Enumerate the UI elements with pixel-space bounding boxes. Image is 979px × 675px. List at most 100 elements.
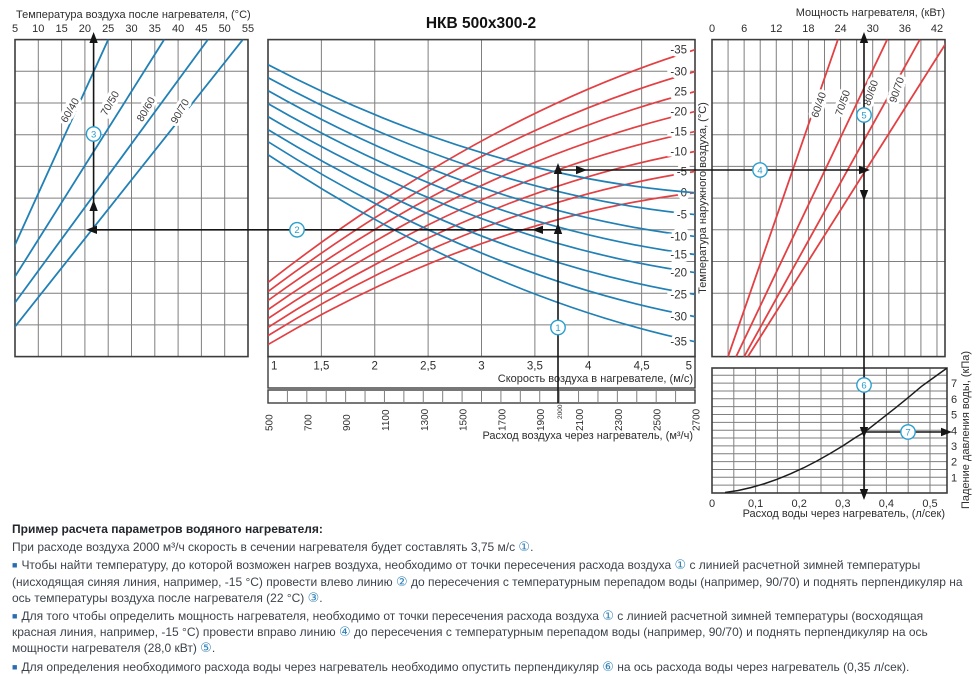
construction-arrowheads — [86, 32, 952, 500]
flow-tick-label: 500 — [265, 414, 276, 431]
blue-curve-0 — [268, 63, 695, 194]
blue-curve--35 — [268, 153, 695, 343]
red-curve-label: 25 — [674, 86, 687, 98]
regime-line-60/40 — [727, 39, 839, 357]
svg-text:5: 5 — [861, 110, 866, 121]
outdoor-temp-axis-title: Температура наружного воздуха, (°C) — [697, 102, 709, 294]
svg-text:6: 6 — [861, 380, 866, 391]
red-curve-label: -30 — [670, 66, 687, 78]
flow-tick-label: 2300 — [614, 408, 625, 431]
arrowhead-right — [859, 165, 870, 175]
arrowhead-right — [576, 165, 587, 175]
panel-grid-after-temp — [14, 38, 249, 358]
blue-curve-label: -35 — [670, 337, 687, 349]
tick-label: 15 — [55, 23, 67, 35]
step-marker-1: 1 — [550, 319, 566, 336]
speed-tick-label: 1 — [271, 361, 277, 373]
tick-label: 55 — [242, 23, 254, 35]
after-temp-ticks: 5 10 15 20 25 30 35 40 45 50 55 — [12, 23, 254, 35]
pressure-tick-label: 3 — [951, 441, 957, 453]
regime-label-90/70: 90/70 — [887, 75, 907, 104]
pressure-tick-label: 7 — [951, 378, 957, 390]
water-flow-tick-label: 0,4 — [879, 498, 894, 510]
blue-curve-label: -10 — [670, 231, 687, 243]
calculation-example-text: Пример расчета параметров водяного нагре… — [12, 521, 970, 675]
pressure-tick-label: 5 — [951, 410, 957, 422]
panel-grid-main — [267, 38, 696, 358]
flow-tick-label: 1300 — [420, 408, 431, 431]
page-title: НКВ 500x300-2 — [426, 15, 536, 32]
svg-text:2: 2 — [294, 225, 299, 236]
flow-tick-label: 1900 — [536, 408, 547, 431]
speed-tick-label: 5 — [686, 361, 692, 373]
flow-ruler — [267, 389, 696, 404]
regime-line-70/50 — [15, 39, 165, 279]
step-marker-5: 5 — [856, 107, 872, 123]
bullet-icon: ■ — [12, 560, 18, 571]
red-curve-25 — [268, 90, 695, 302]
tick-label: 18 — [802, 23, 814, 35]
after-temp-line-labels: 60/40 70/50 80/60 90/70 — [56, 86, 196, 129]
blue-curve--5 — [268, 76, 695, 216]
speed-tick-label: 3 — [478, 361, 484, 373]
red-curve--15 — [268, 130, 695, 320]
blue-curve-label: -20 — [670, 267, 687, 279]
arrowhead-left — [86, 225, 97, 234]
bullet-icon: ■ — [12, 611, 18, 622]
tick-label: 5 — [12, 23, 18, 35]
flow-tick-label: 2100 — [575, 408, 586, 431]
blue-curve--30 — [268, 140, 695, 318]
step-marker-3: 3 — [85, 126, 102, 142]
blue-curve-labels: -5 -10 -15 -20 -25 -30 -35 — [667, 206, 691, 352]
tick-label: 25 — [102, 23, 114, 35]
power-ticks: 0 6 12 18 24 30 36 42 — [709, 23, 943, 35]
red-curve-label: -5 — [677, 166, 687, 178]
blue-curves — [268, 63, 695, 343]
construction-lines — [92, 40, 944, 492]
step-marker-7: 7 — [900, 424, 916, 440]
power-axis-title: Мощность нагревателя, (кВт) — [796, 7, 945, 19]
flow-tick-label: 2500 — [653, 408, 664, 431]
arrowhead-left — [532, 225, 543, 234]
flow-tick-label: 1100 — [381, 409, 392, 431]
arrowhead-up — [859, 32, 869, 43]
tick-label: 24 — [834, 23, 846, 35]
regime-line-90/70 — [15, 39, 244, 329]
red-curve--10 — [268, 150, 695, 329]
example-heading: Пример расчета параметров водяного нагре… — [12, 522, 323, 536]
blue-curve--15 — [268, 102, 695, 256]
pressure-tick-label: 2 — [951, 457, 957, 469]
water-flow-tick-label: 0 — [709, 498, 715, 510]
blue-curve-label: -5 — [677, 209, 687, 221]
after-temp-axis-title: Температура воздуха после нагревателя, (… — [16, 9, 251, 21]
blue-curve--10 — [268, 89, 695, 238]
step-marker-4: 4 — [752, 162, 768, 178]
pressure-curve-group — [724, 368, 947, 493]
water-flow-tick-label: 0,5 — [922, 498, 937, 510]
tick-label: 10 — [32, 23, 44, 35]
flow-tick-label: 2700 — [692, 408, 703, 431]
regime-line-60/40 — [15, 39, 110, 247]
tick-label: 12 — [770, 23, 782, 35]
speed-tick-label: 3,5 — [527, 361, 543, 373]
tick-label: 0 — [709, 23, 715, 35]
water-flow-tick-label: 0,1 — [748, 498, 763, 510]
tick-label: 45 — [195, 23, 207, 35]
step-markers: 1 2 3 4 5 6 7 — [85, 107, 916, 440]
tick-label: 36 — [899, 23, 911, 35]
blue-curve-label: -15 — [670, 249, 687, 261]
red-curve-label: -35 — [670, 45, 687, 57]
speed-tick-label: 1,5 — [313, 361, 329, 373]
flow-tick-label: 700 — [303, 414, 314, 431]
example-bullet-2: ■ Для того чтобы определить мощность нагр… — [12, 608, 928, 656]
red-curve--5 — [268, 170, 695, 337]
flow-highlight-label: 2000 — [557, 404, 564, 419]
svg-text:4: 4 — [757, 165, 762, 176]
tick-label: 42 — [931, 23, 943, 35]
arrowhead-right — [941, 427, 952, 437]
tick-label: 6 — [741, 23, 747, 35]
regime-label-60/40: 60/40 — [59, 96, 83, 125]
water-flow-tick-label: 0,3 — [835, 498, 850, 510]
red-curve-label: 0 — [681, 188, 687, 200]
